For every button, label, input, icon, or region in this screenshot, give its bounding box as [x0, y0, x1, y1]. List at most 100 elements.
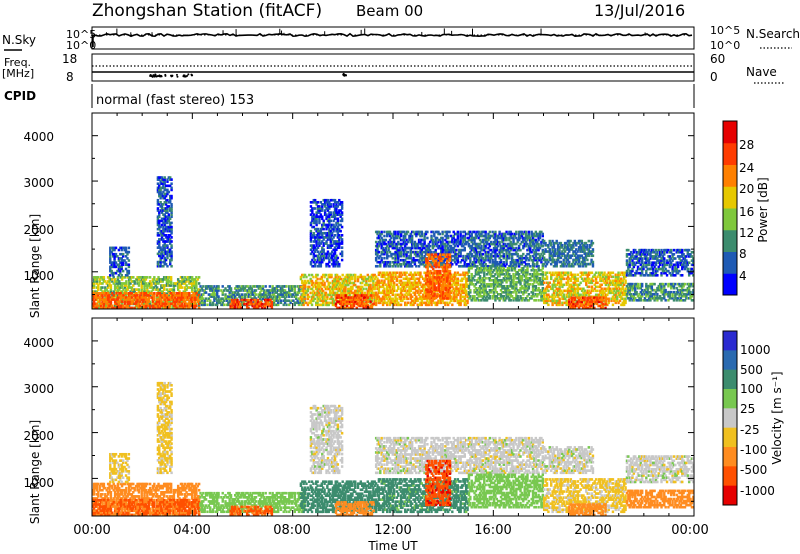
power-cell	[316, 285, 319, 289]
power-cell	[183, 290, 187, 293]
power-cell	[329, 252, 332, 256]
power-cell	[232, 300, 235, 304]
power-cell	[163, 246, 166, 249]
power-cell	[398, 279, 401, 283]
power-cell	[282, 291, 285, 294]
power-cell	[120, 278, 124, 281]
power-cell	[459, 273, 462, 277]
power-cell	[435, 230, 439, 234]
power-cell	[150, 286, 153, 289]
power-cell	[388, 301, 392, 305]
power-cell	[444, 258, 447, 262]
power-cell	[169, 288, 173, 291]
power-cell	[163, 258, 166, 262]
power-cell	[424, 301, 428, 305]
power-cell	[430, 292, 434, 296]
power-cell	[417, 271, 421, 275]
power-cell	[91, 294, 94, 297]
power-cell	[247, 300, 250, 304]
power-cell	[182, 296, 185, 299]
power-cell	[136, 302, 139, 306]
power-cell	[254, 297, 258, 300]
power-cell	[116, 286, 120, 289]
power-cell	[321, 240, 324, 243]
power-cell	[188, 302, 191, 306]
power-cell	[313, 217, 317, 221]
power-cell	[429, 257, 432, 261]
power-cell	[188, 294, 191, 297]
power-cell	[335, 260, 338, 264]
power-cell	[301, 285, 304, 289]
power-cell	[111, 304, 114, 308]
power-cell	[222, 299, 226, 303]
power-cell	[426, 248, 429, 252]
power-cell	[165, 278, 169, 281]
power-cell	[261, 287, 265, 290]
power-cell	[419, 281, 422, 285]
power-cell	[469, 258, 472, 262]
power-cell	[455, 232, 458, 236]
power-cell	[476, 252, 479, 256]
power-cell	[426, 294, 429, 298]
power-cell	[380, 244, 383, 248]
power-cell	[158, 294, 162, 297]
power-cell	[348, 298, 352, 301]
power-cell	[296, 293, 299, 296]
power-cell	[316, 231, 320, 235]
power-cell	[415, 254, 418, 258]
power-cell	[464, 264, 468, 268]
power-cell	[175, 294, 178, 297]
power-cell	[483, 238, 486, 242]
power-cell	[313, 291, 317, 295]
power-cell	[315, 233, 318, 237]
power-cell	[130, 276, 134, 279]
power-cell	[458, 301, 461, 305]
power-cell	[221, 301, 224, 305]
power-cell	[164, 198, 168, 202]
power-cell	[376, 277, 379, 281]
power-cell	[302, 289, 305, 293]
power-cell	[376, 264, 379, 268]
power-cell	[98, 298, 101, 301]
power-cell	[344, 285, 347, 289]
power-cell	[469, 238, 472, 242]
power-cell	[480, 254, 483, 258]
power-cell	[462, 234, 465, 238]
power-cell	[98, 291, 101, 295]
power-cell	[462, 295, 465, 299]
power-cell	[175, 300, 178, 303]
power-cell	[464, 254, 468, 258]
power-cell	[115, 304, 118, 308]
power-cell	[358, 302, 361, 306]
power-cell	[92, 306, 96, 310]
power-cell	[339, 215, 342, 219]
power-cell	[199, 301, 202, 305]
power-cell	[350, 304, 353, 308]
power-cell	[299, 297, 303, 301]
power-cell	[155, 296, 159, 300]
power-cell	[318, 219, 321, 223]
power-cell	[130, 294, 134, 298]
power-cell	[397, 230, 400, 234]
power-cell	[164, 258, 168, 262]
power-cell	[109, 259, 112, 262]
power-cell	[413, 240, 417, 244]
power-cell	[467, 252, 471, 256]
power-cell	[354, 273, 357, 277]
power-cell	[439, 284, 442, 287]
power-cell	[204, 297, 208, 300]
power-cell	[297, 297, 301, 300]
power-cell	[263, 302, 267, 306]
power-cell	[228, 291, 231, 294]
power-cell	[309, 205, 313, 208]
power-cell	[313, 264, 317, 268]
power-cell	[143, 278, 146, 281]
power-cell	[423, 240, 426, 244]
power-cell	[220, 303, 223, 307]
power-cell	[391, 252, 394, 256]
power-cell	[169, 284, 173, 287]
power-cell	[318, 262, 321, 266]
power-cell	[477, 256, 480, 260]
power-cell	[97, 284, 100, 287]
power-cell	[189, 276, 192, 279]
